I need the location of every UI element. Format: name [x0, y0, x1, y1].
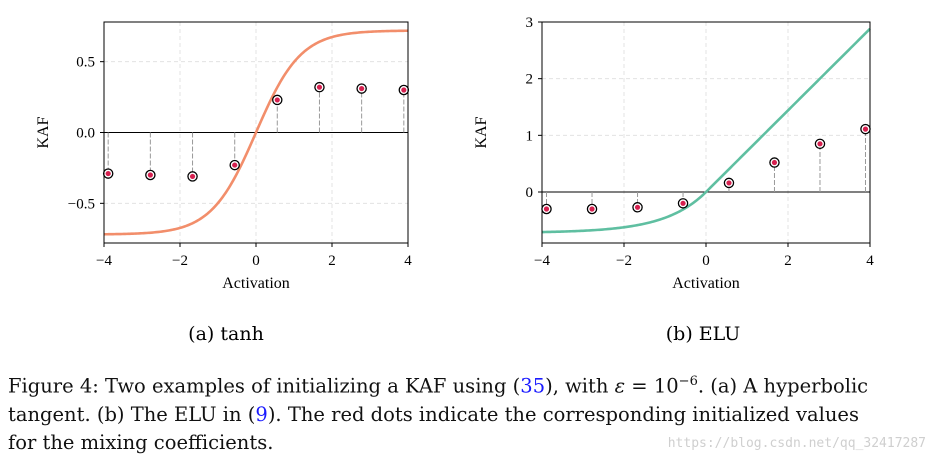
curve-elu — [541, 27, 871, 234]
panel-elu: −4 −2 0 2 4 0 1 2 3 Activation KAF (b) ELU — [473, 15, 874, 345]
y-tick-label: −0.5 — [68, 196, 95, 212]
caption-line-2: tangent. (b) The ELU in (9). The red dot… — [8, 401, 934, 429]
y-tick-label: 0.5 — [76, 55, 95, 71]
y-tick-label: 2 — [526, 72, 534, 88]
x-tick-label: −2 — [616, 253, 632, 269]
curve-tanh — [103, 29, 409, 236]
x-tick-label: 0 — [252, 253, 260, 269]
exponent: −6 — [678, 374, 698, 389]
coefficient-dot — [817, 141, 823, 147]
equation-ref-link[interactable]: 9 — [255, 402, 268, 426]
y-tick-label: 0 — [526, 185, 534, 201]
caption-line-3: for the mixing coefficients. — [8, 430, 274, 454]
sub-caption: (a) tanh — [188, 323, 264, 345]
coefficient-dot — [316, 84, 323, 90]
coefficient-dot — [105, 170, 111, 177]
y-tick-label: 1 — [526, 128, 534, 144]
y-tick-label: 3 — [526, 15, 534, 31]
caption-text: Figure 4: Two examples of initializing a… — [8, 374, 521, 398]
x-tick-label: 2 — [784, 253, 792, 269]
x-tick-label: 4 — [404, 253, 412, 269]
y-axis-title: KAF — [473, 116, 490, 148]
coefficient-dot — [680, 200, 686, 206]
caption-text: . (a) A hyperbolic — [697, 374, 869, 398]
coefficient-dot — [862, 126, 869, 132]
x-tick-label: −4 — [534, 253, 550, 269]
sub-caption: (b) ELU — [666, 323, 741, 345]
coefficient-dot — [726, 180, 732, 186]
panel-tanh: −4 −2 0 2 4 −0.5 0.0 0.5 Activation KAF (a) tanh — [35, 21, 412, 345]
x-tick-label: −4 — [96, 253, 112, 269]
coefficient-dot — [589, 206, 595, 212]
x-tick-label: 2 — [328, 253, 336, 269]
coefficient-dot — [232, 162, 238, 168]
caption-text: ), with — [545, 374, 615, 398]
caption-line-1: Figure 4: Two examples of initializing a… — [8, 368, 934, 401]
coefficient-dot — [543, 206, 550, 212]
coefficient-dot — [359, 85, 365, 92]
y-tick-label: 0.0 — [76, 126, 95, 142]
y-axis-title: KAF — [35, 116, 52, 148]
coefficient-dot — [634, 204, 641, 210]
caption-text: = 10 — [625, 374, 679, 398]
epsilon-symbol: ε — [614, 374, 626, 398]
coefficient-dot — [147, 172, 153, 178]
caption-text: tangent. (b) The ELU in ( — [8, 402, 256, 426]
coefficient-dot — [771, 159, 778, 166]
coefficient-dot — [401, 87, 407, 93]
x-tick-label: 0 — [702, 253, 710, 269]
watermark: https://blog.csdn.net/qq_32417287 — [667, 436, 926, 451]
coefficient-dot — [274, 97, 280, 103]
equation-ref-link[interactable]: 35 — [520, 374, 546, 398]
x-tick-label: 4 — [866, 253, 874, 269]
x-axis-title: Activation — [222, 275, 290, 292]
x-tick-label: −2 — [172, 253, 188, 269]
figure-caption: Figure 4: Two examples of initializing a… — [8, 368, 934, 457]
x-axis-title: Activation — [672, 275, 740, 292]
coefficient-dot — [189, 173, 196, 180]
caption-text: ). The red dots indicate the correspondi… — [267, 402, 859, 426]
